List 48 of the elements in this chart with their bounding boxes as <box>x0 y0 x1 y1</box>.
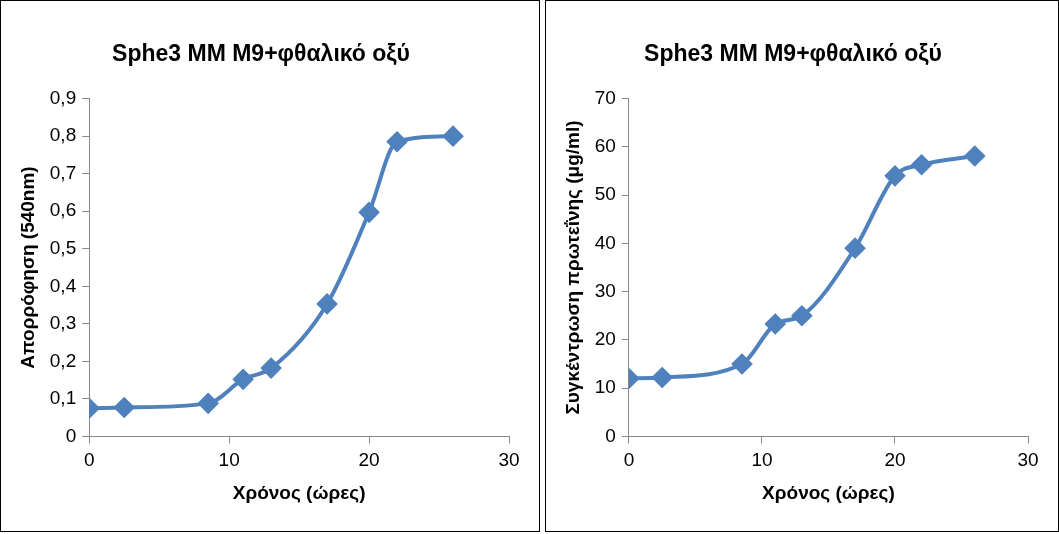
y-tick-label: 0,3 <box>49 312 77 334</box>
x-tick-label: 0 <box>623 449 635 471</box>
x-tick-label: 10 <box>218 449 240 471</box>
y-tick-label: 0,5 <box>49 236 77 258</box>
y-axis-title: Συγκέντρωση πρωτεΐνης (μg/ml) <box>561 120 583 415</box>
x-axis-title: Χρόνος (ώρες) <box>232 481 366 503</box>
point <box>198 393 219 414</box>
point <box>791 305 812 326</box>
y-tick-label: 0,8 <box>49 124 77 146</box>
x-tick-label: 20 <box>358 449 380 471</box>
y-tick-label: 40 <box>594 231 616 253</box>
chart-title: Sphe3 MM M9+φθαλικό οξύ <box>644 40 942 67</box>
y-tick-label: 10 <box>594 376 616 398</box>
point <box>114 397 135 418</box>
y-tick-label: 0,7 <box>49 161 77 183</box>
point <box>964 146 985 167</box>
y-axis-title: Απορρόφηση (540nm) <box>16 166 38 369</box>
point <box>443 126 464 147</box>
y-tick-label: 0 <box>65 424 77 446</box>
y-tick-label: 0,1 <box>49 387 77 409</box>
point <box>387 131 408 152</box>
x-axis-title: Χρόνος (ώρες) <box>762 481 895 503</box>
point <box>765 313 786 334</box>
point <box>261 358 282 379</box>
point <box>884 165 905 186</box>
y-tick-label: 20 <box>594 328 616 350</box>
chart-title: Sphe3 MM M9+φθαλικό οξύ <box>112 40 410 67</box>
point <box>652 367 673 388</box>
y-tick-label: 50 <box>594 183 616 205</box>
x-tick-label: 30 <box>498 449 520 471</box>
y-tick-label: 0,6 <box>49 199 77 221</box>
point <box>359 202 380 223</box>
y-tick-label: 60 <box>594 135 616 157</box>
y-tick-label: 0,4 <box>49 274 77 296</box>
point <box>317 293 338 314</box>
y-tick-label: 30 <box>594 279 616 301</box>
point <box>732 354 752 375</box>
y-tick-label: 0,2 <box>49 349 77 371</box>
point <box>233 369 254 390</box>
point <box>845 238 866 259</box>
y-tick-label: 0,9 <box>49 86 77 108</box>
y-tick-label: 0 <box>605 424 616 446</box>
point <box>911 154 932 175</box>
y-tick-label: 70 <box>594 86 616 108</box>
x-tick-label: 20 <box>884 449 906 471</box>
x-tick-label: 10 <box>751 449 773 471</box>
x-tick-label: 30 <box>1017 449 1039 471</box>
x-tick-label: 0 <box>83 449 95 471</box>
